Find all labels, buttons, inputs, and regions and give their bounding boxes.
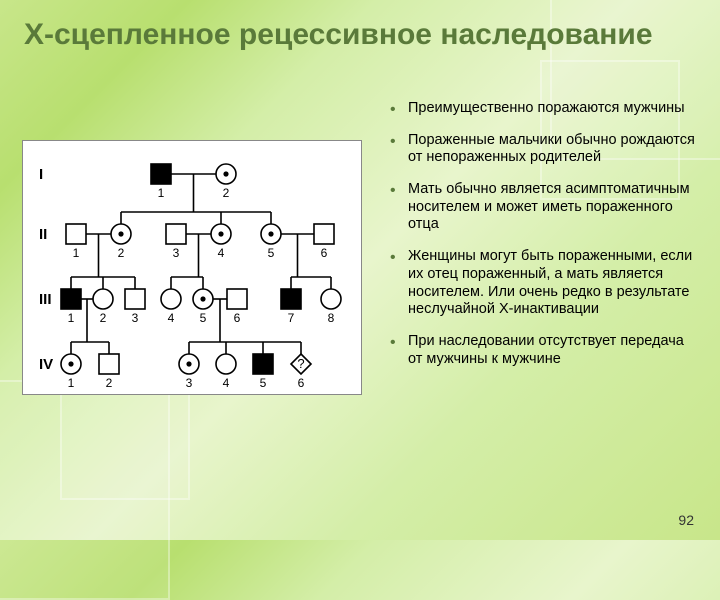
svg-text:2: 2 xyxy=(100,311,107,325)
svg-text:1: 1 xyxy=(68,376,75,389)
svg-text:5: 5 xyxy=(200,311,207,325)
svg-text:6: 6 xyxy=(234,311,241,325)
slide-title: Х-сцепленное рецессивное наследование xyxy=(24,18,694,51)
svg-text:1: 1 xyxy=(158,186,165,200)
svg-text:1: 1 xyxy=(73,246,80,260)
svg-text:2: 2 xyxy=(106,376,113,389)
svg-text:II: II xyxy=(39,226,47,243)
bullet-item: Преимущественно поражаются мужчины xyxy=(390,100,700,118)
svg-text:7: 7 xyxy=(288,311,295,325)
svg-text:6: 6 xyxy=(298,376,305,389)
bullet-item: Женщины могут быть пораженными, если их … xyxy=(390,248,700,319)
page-number: 92 xyxy=(678,512,694,528)
bullet-item: Пораженные мальчики обычно рождаются от … xyxy=(390,132,700,167)
svg-text:I: I xyxy=(39,166,43,183)
bullet-item: При наследовании отсутствует передача от… xyxy=(390,333,700,368)
bullet-item: Мать обычно является асимптоматичным нос… xyxy=(390,181,700,234)
svg-text:2: 2 xyxy=(223,186,230,200)
svg-text:III: III xyxy=(39,291,52,308)
svg-text:4: 4 xyxy=(168,311,175,325)
svg-text:1: 1 xyxy=(68,311,75,325)
svg-text:5: 5 xyxy=(268,246,275,260)
svg-text:6: 6 xyxy=(321,246,328,260)
svg-text:5: 5 xyxy=(260,376,267,389)
svg-text:8: 8 xyxy=(328,311,335,325)
svg-text:IV: IV xyxy=(39,356,53,373)
svg-text:2: 2 xyxy=(118,246,125,260)
svg-text:4: 4 xyxy=(218,246,225,260)
svg-text:3: 3 xyxy=(173,246,180,260)
svg-text:4: 4 xyxy=(223,376,230,389)
svg-text:3: 3 xyxy=(132,311,139,325)
bullet-list: Преимущественно поражаются мужчины Пораж… xyxy=(390,100,700,382)
svg-text:3: 3 xyxy=(186,376,193,389)
svg-text:?: ? xyxy=(297,356,304,371)
pedigree-diagram: IIIIIIIV121234561234567812345?6 xyxy=(22,140,362,395)
